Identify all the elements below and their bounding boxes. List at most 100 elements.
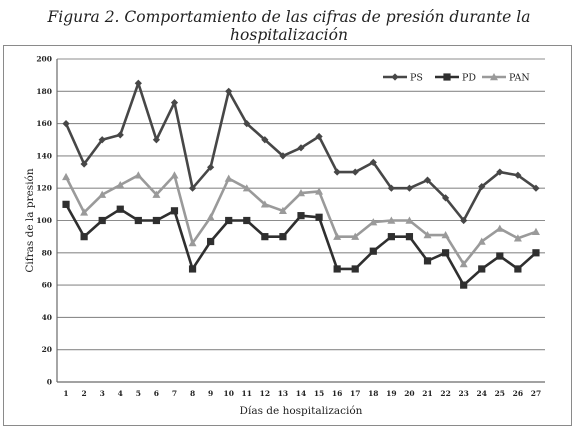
marker-pan-15 [315, 187, 324, 195]
marker-pd-9 [207, 237, 215, 246]
marker-ps-26 [514, 171, 522, 179]
y-tick-180: 180 [36, 87, 52, 96]
marker-ps-14 [297, 144, 305, 152]
y-tick-20: 20 [42, 345, 52, 354]
marker-ps-4 [116, 131, 124, 139]
marker-pan-8 [188, 239, 197, 247]
x-tick-1: 1 [63, 389, 68, 398]
x-tick-10: 10 [223, 389, 233, 398]
marker-pan-2 [80, 208, 89, 216]
legend: PS PD PAN [383, 73, 530, 84]
marker-pd-1 [62, 200, 70, 208]
marker-ps-25 [496, 168, 504, 176]
figure-caption: Figura 2. Comportamiento de las cifras d… [47, 8, 531, 44]
marker-pd-13 [279, 233, 287, 241]
legend-label-pan: PAN [509, 73, 530, 84]
marker-pan-6 [152, 190, 161, 198]
x-tick-21: 21 [422, 389, 432, 398]
marker-pd-22 [441, 249, 450, 257]
x-tick-23: 23 [458, 389, 468, 398]
x-tick-27: 27 [531, 389, 541, 398]
y-tick-labels: 0 20 40 60 80 100 120 140 160 180 200 [36, 55, 52, 387]
series-lines [64, 81, 537, 287]
marker-pd-19 [387, 233, 395, 241]
marker-pd-27 [532, 249, 540, 257]
x-tick-2: 2 [82, 389, 87, 398]
marker-pan-24 [477, 237, 486, 245]
x-tick-19: 19 [386, 389, 396, 398]
marker-ps-27 [532, 184, 540, 192]
x-tick-24: 24 [477, 389, 487, 398]
marker-ps-20 [405, 184, 414, 192]
x-tick-12: 12 [260, 389, 270, 398]
marker-pan-4 [116, 180, 125, 189]
x-tick-25: 25 [495, 389, 505, 398]
y-tick-200: 200 [36, 55, 52, 64]
marker-ps-21 [423, 176, 432, 184]
marker-ps-13 [279, 152, 287, 160]
x-axis-label: Días de hospitalización [240, 405, 363, 417]
marker-pan-25 [495, 224, 504, 232]
marker-pd-7 [170, 207, 179, 215]
legend-marker-pd [443, 73, 451, 81]
marker-pan-26 [513, 234, 522, 242]
marker-pan-13 [278, 206, 287, 215]
marker-pan-17 [351, 232, 360, 240]
series-markers [62, 79, 540, 289]
marker-ps-24 [478, 182, 486, 191]
x-tick-labels: 1 2 3 4 5 6 7 8 9 10 11 12 13 14 15 16 17 18 19 20 21 22 23 24 2… [63, 389, 541, 398]
x-tick-18: 18 [368, 389, 378, 398]
x-tick-3: 3 [100, 389, 105, 398]
y-tick-120: 120 [36, 184, 52, 193]
marker-ps-8 [188, 184, 197, 192]
marker-pan-14 [297, 189, 305, 197]
marker-pan-11 [242, 184, 251, 192]
marker-pd-24 [478, 265, 486, 273]
legend-label-pd: PD [462, 73, 476, 84]
marker-pd-10 [225, 216, 233, 225]
y-tick-0: 0 [47, 378, 52, 387]
x-tick-8: 8 [190, 389, 195, 398]
marker-ps-11 [243, 120, 251, 128]
x-tick-7: 7 [172, 389, 177, 398]
marker-ps-17 [351, 168, 359, 176]
marker-pd-4 [116, 205, 124, 213]
marker-pd-11 [243, 216, 251, 225]
y-tick-80: 80 [42, 248, 52, 257]
marker-pan-23 [459, 260, 468, 268]
marker-ps-6 [152, 136, 161, 144]
marker-ps-7 [170, 99, 179, 107]
marker-pd-15 [315, 213, 323, 221]
marker-pan-10 [224, 174, 233, 182]
marker-ps-12 [261, 136, 269, 144]
marker-pd-17 [351, 265, 359, 273]
y-tick-140: 140 [36, 151, 52, 160]
x-tick-11: 11 [242, 389, 252, 398]
marker-pd-20 [405, 233, 414, 241]
x-tick-5: 5 [136, 389, 141, 398]
marker-pan-5 [134, 171, 143, 179]
marker-pan-9 [206, 213, 215, 221]
marker-pan-12 [260, 200, 269, 208]
legend-marker-pan [490, 73, 498, 81]
x-tick-15: 15 [314, 389, 324, 398]
marker-pd-23 [460, 281, 468, 289]
marker-ps-3 [98, 136, 106, 144]
marker-pd-2 [80, 233, 88, 241]
marker-ps-23 [460, 216, 468, 225]
legend-label-ps: PS [410, 73, 423, 84]
x-tick-22: 22 [440, 389, 450, 398]
marker-pd-25 [496, 252, 504, 260]
marker-pan-1 [62, 172, 71, 181]
x-tick-14: 14 [296, 389, 306, 398]
marker-pan-21 [423, 231, 432, 239]
x-tick-13: 13 [278, 389, 288, 398]
marker-pan-22 [441, 231, 450, 239]
x-tick-4: 4 [118, 389, 123, 398]
marker-pan-20 [405, 216, 414, 224]
marker-ps-10 [225, 87, 233, 95]
marker-ps-19 [387, 184, 395, 192]
marker-pd-12 [261, 233, 269, 241]
marker-pd-8 [188, 265, 197, 273]
